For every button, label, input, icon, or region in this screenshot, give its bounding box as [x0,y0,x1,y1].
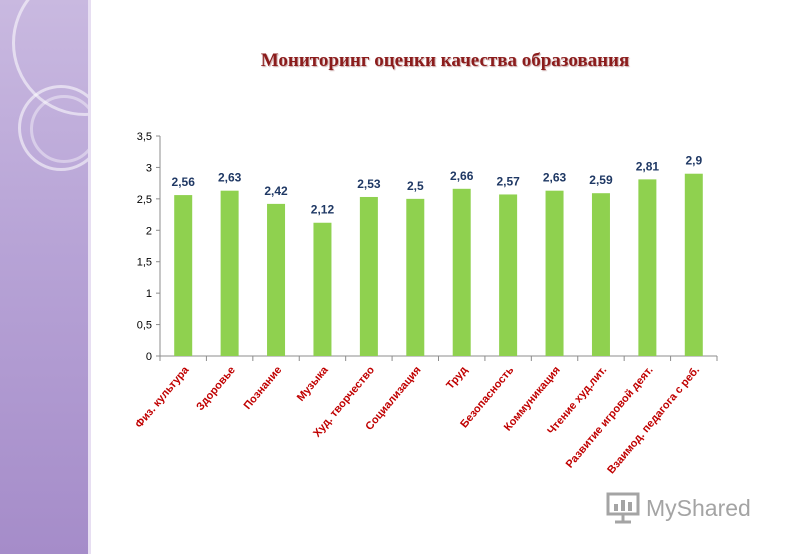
category-label: Физ. культура [133,364,192,431]
y-tick-label: 3,5 [137,131,152,143]
bar [267,203,286,356]
bar [452,188,471,356]
y-tick-label: 2,5 [137,194,152,206]
data-label: 2,66 [450,169,474,183]
bar [684,173,703,356]
data-label: 2,63 [218,171,242,185]
bar [591,193,610,356]
decorative-sidebar [0,0,158,554]
data-label: 2,81 [636,159,660,173]
bar [406,198,425,356]
data-label: 2,56 [172,175,196,189]
sidebar-edge [88,0,91,554]
watermark: MyShared [606,490,751,526]
data-label: 2,57 [496,174,520,188]
bar [220,190,239,356]
data-label: 2,53 [357,177,381,191]
chart-title: Мониторинг оценки качества образования [260,50,630,71]
category-label: Развитие игровой деят. [564,364,656,470]
bar [359,196,378,356]
data-label: 2,12 [311,203,335,217]
watermark-text: MyShared [646,494,751,521]
bar [638,179,657,356]
decorative-ring [30,95,98,163]
data-label: 2,63 [543,171,567,185]
bar [174,195,193,356]
y-tick-label: 0 [146,351,152,363]
bar [499,194,518,356]
y-tick-label: 1 [146,288,152,300]
decorative-ring [18,85,104,171]
presentation-icon [606,492,640,524]
y-tick-label: 3 [146,162,152,174]
data-label: 2,42 [264,184,288,198]
data-label: 2,59 [589,173,613,187]
category-label: Труд [444,364,470,391]
bar [313,222,332,356]
data-label: 2,5 [407,179,424,193]
category-label: Познание [242,364,285,412]
y-tick-label: 1,5 [137,257,152,269]
category-label: Здоровье [194,364,238,413]
category-label: Взаимод. педагога с реб. [605,364,702,476]
y-tick-label: 0,5 [137,320,152,332]
bar [545,190,564,356]
category-label: Музыка [295,364,332,404]
data-label: 2,9 [685,154,702,168]
y-tick-label: 2 [146,225,152,237]
